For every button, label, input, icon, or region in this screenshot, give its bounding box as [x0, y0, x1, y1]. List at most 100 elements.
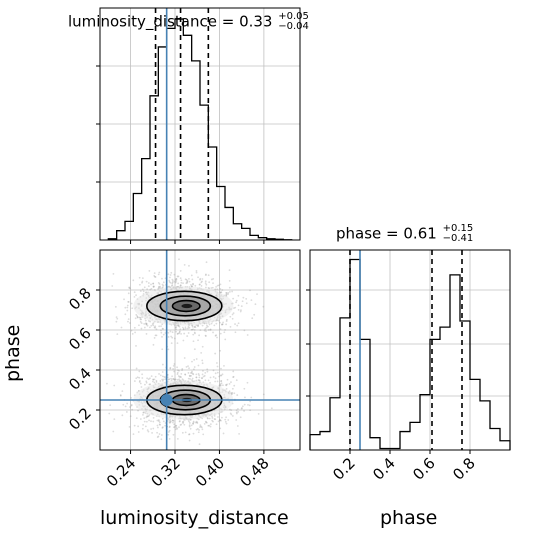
joint-sample-point [224, 338, 227, 341]
joint-sample-point [249, 409, 252, 412]
joint-sample-point [167, 285, 170, 288]
joint-sample-point [191, 379, 193, 381]
joint-sample-point [159, 285, 162, 288]
joint-sample-point [182, 328, 185, 330]
joint-sample-point [221, 323, 224, 326]
joint-sample-point [170, 335, 172, 338]
phase-histogram-bin-2 [330, 398, 340, 450]
joint-sample-point [196, 324, 199, 327]
joint-sample-point [139, 290, 142, 293]
joint-sample-point [173, 423, 176, 426]
joint-sample-point [228, 383, 231, 385]
joint-sample-point [177, 375, 180, 377]
joint-sample-point [167, 273, 170, 276]
joint-sample-point [201, 324, 204, 327]
joint-sample-point [219, 291, 222, 294]
x-tick-label-phase: 0.8 [449, 454, 479, 484]
joint-sample-point [188, 420, 190, 423]
phase-histogram-bin-14 [450, 275, 460, 450]
joint-sample-point [172, 378, 175, 380]
joint-sample-point [135, 294, 137, 297]
joint-sample-point [139, 318, 142, 321]
phase-title-param: phase [336, 224, 382, 243]
joint-sample-point [228, 279, 231, 282]
joint-sample-point [229, 412, 232, 415]
joint-sample-point [231, 290, 234, 293]
joint-sample-point [237, 322, 240, 325]
joint-sample-point [158, 420, 160, 422]
joint-sample-point [168, 421, 171, 424]
joint-sample-point [135, 417, 138, 420]
joint-sample-point [214, 352, 217, 355]
joint-sample-point [139, 418, 142, 420]
joint-sample-point [184, 431, 187, 434]
joint-sample-point [188, 425, 191, 428]
joint-sample-point [138, 283, 141, 286]
joint-sample-point [193, 366, 196, 368]
joint-sample-point [198, 283, 201, 286]
joint-sample-point [127, 320, 129, 323]
phase-title-plus: +0.15 [442, 223, 474, 234]
joint-sample-point [211, 417, 214, 419]
joint-sample-point [187, 326, 190, 328]
joint-sample-point [203, 329, 206, 332]
joint-sample-point [174, 279, 177, 281]
joint-sample-point [126, 309, 129, 312]
joint-sample-point [195, 358, 198, 360]
joint-sample-point [126, 304, 129, 307]
joint-sample-point [159, 374, 162, 377]
y-tick-label-phase: 0.8 [65, 284, 95, 314]
joint-sample-point [157, 426, 159, 429]
joint-sample-point [176, 342, 179, 345]
joint-sample-point [152, 282, 155, 285]
joint-sample-point [161, 426, 164, 429]
joint-sample-point [205, 326, 208, 329]
joint-sample-point [132, 279, 135, 282]
joint-sample-point [176, 371, 179, 374]
joint-sample-point [194, 325, 196, 328]
joint-sample-point [206, 324, 208, 327]
joint-sample-point [235, 412, 238, 415]
joint-sample-point [241, 300, 244, 303]
joint-sample-point [209, 328, 212, 331]
joint-sample-point [147, 378, 150, 381]
joint-sample-point [148, 270, 151, 272]
joint-sample-point [158, 286, 160, 289]
luminosity-distance-histogram-bin-9 [183, 35, 191, 240]
x-tick-label-phase: 0.2 [329, 454, 359, 484]
joint-sample-point [270, 407, 273, 410]
joint-sample-point [200, 377, 203, 380]
joint-sample-point [168, 419, 171, 422]
joint-sample-point [220, 367, 222, 370]
joint-sample-point [187, 365, 189, 368]
joint-sample-point [174, 424, 177, 427]
joint-sample-point [121, 390, 124, 393]
joint-sample-point [160, 438, 163, 441]
joint-sample-point [153, 381, 156, 384]
joint-sample-point [168, 378, 171, 381]
joint-sample-point [161, 371, 164, 373]
joint-sample-point [115, 316, 118, 319]
phase-histogram-bin-16 [470, 379, 480, 450]
joint-sample-point [140, 318, 143, 321]
joint-sample-point [205, 283, 208, 286]
joint-sample-point [225, 293, 228, 296]
joint-sample-point [211, 419, 214, 422]
joint-sample-point [154, 375, 157, 378]
joint-sample-point [127, 292, 130, 295]
joint-sample-point [176, 437, 179, 440]
joint-sample-point [188, 433, 190, 436]
joint-sample-point [209, 423, 212, 426]
joint-sample-point [125, 411, 128, 413]
joint-sample-point [172, 421, 174, 424]
joint-sample-point [167, 378, 170, 381]
joint-sample-point [245, 302, 248, 305]
joint-sample-point [207, 329, 210, 331]
joint-sample-point [214, 418, 217, 421]
joint-sample-point [144, 425, 147, 428]
joint-sample-point [240, 407, 243, 410]
joint-sample-point [232, 312, 235, 315]
joint-sample-point [116, 333, 119, 335]
joint-sample-point [153, 326, 156, 329]
joint-sample-point [130, 404, 133, 406]
